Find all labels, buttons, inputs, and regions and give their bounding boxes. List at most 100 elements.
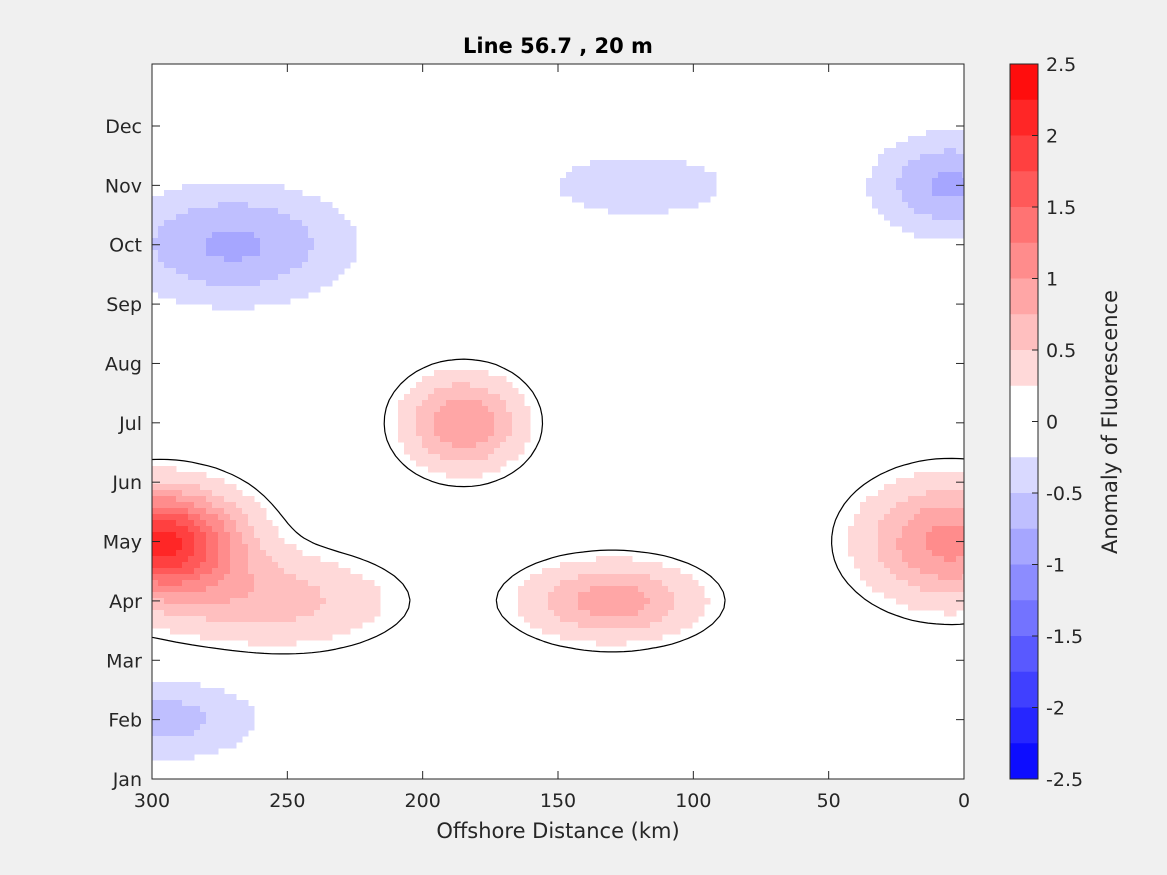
heatmap-cell: [194, 586, 201, 593]
heatmap-cell: [416, 430, 423, 437]
heatmap-cell: [848, 544, 855, 551]
heatmap-cell: [260, 574, 267, 581]
heatmap-cell: [188, 598, 195, 605]
heatmap-cell: [500, 430, 507, 437]
heatmap-cell: [518, 442, 525, 449]
heatmap-cell: [596, 556, 603, 563]
heatmap-cell: [950, 196, 957, 203]
heatmap-cell: [878, 184, 885, 191]
heatmap-cell: [176, 700, 183, 707]
heatmap-cell: [290, 202, 297, 209]
colorbar-ticks: 2.521.510.50-0.5-1-1.5-2-2.5: [1032, 54, 1083, 791]
heatmap-cell: [692, 580, 699, 587]
heatmap-cell: [230, 274, 237, 281]
heatmap-cell: [890, 154, 897, 161]
heatmap-cell: [920, 520, 927, 527]
heatmap-cell: [302, 610, 309, 617]
heatmap-cell: [860, 526, 867, 533]
heatmap-cell: [182, 514, 189, 521]
heatmap-cell: [182, 508, 189, 515]
heatmap-cell: [290, 244, 297, 251]
heatmap-cell: [710, 190, 717, 197]
heatmap-cell: [152, 718, 159, 725]
heatmap-cell: [692, 586, 699, 593]
heatmap-cell: [566, 616, 573, 623]
heatmap-cell: [914, 172, 921, 179]
heatmap-cell: [212, 250, 219, 257]
heatmap-cell: [446, 376, 453, 383]
heatmap-cell: [218, 478, 225, 485]
heatmap-cell: [908, 520, 915, 527]
heatmap-cell: [152, 526, 159, 533]
heatmap-cell: [644, 166, 651, 173]
heatmap-cell: [902, 214, 909, 221]
heatmap-cell: [296, 568, 303, 575]
heatmap-cell: [152, 514, 159, 521]
heatmap-cell: [944, 526, 951, 533]
heatmap-cell: [248, 544, 255, 551]
heatmap-cell: [428, 460, 435, 467]
heatmap-cell: [674, 160, 681, 167]
heatmap-cell: [374, 586, 381, 593]
heatmap-cell: [278, 286, 285, 293]
heatmap-cell: [908, 496, 915, 503]
heatmap-cell: [626, 166, 633, 173]
heatmap-cell: [944, 148, 951, 155]
heatmap-cell: [320, 562, 327, 569]
heatmap-cell: [194, 556, 201, 563]
heatmap-cell: [176, 730, 183, 737]
heatmap-cell: [218, 190, 225, 197]
heatmap-cell: [266, 592, 273, 599]
heatmap-cell: [686, 604, 693, 611]
heatmap-cell: [182, 544, 189, 551]
heatmap-cell: [284, 298, 291, 305]
heatmap-cell: [962, 196, 964, 203]
heatmap-cell: [440, 424, 447, 431]
heatmap-cell: [194, 298, 201, 305]
colorbar-tick-label: -1: [1046, 555, 1065, 577]
heatmap-cell: [560, 586, 567, 593]
heatmap-cell: [206, 604, 213, 611]
heatmap-cell: [158, 538, 165, 545]
heatmap-cell: [212, 292, 219, 299]
heatmap-cell: [200, 262, 207, 269]
heatmap-cell: [938, 196, 945, 203]
heatmap-cell: [926, 478, 933, 485]
heatmap-cell: [560, 562, 567, 569]
heatmap-cell: [242, 274, 249, 281]
heatmap-cell: [662, 208, 669, 215]
heatmap-cell: [212, 280, 219, 287]
heatmap-cell: [410, 430, 417, 437]
heatmap-cell: [284, 274, 291, 281]
heatmap-cell: [284, 622, 291, 629]
heatmap-cell: [266, 640, 273, 647]
heatmap-cell: [620, 616, 627, 623]
heatmap-cell: [290, 196, 297, 203]
heatmap-cell: [632, 604, 639, 611]
heatmap-cell: [212, 706, 219, 713]
heatmap-cell: [602, 598, 609, 605]
heatmap-cell: [578, 562, 585, 569]
heatmap-cell: [500, 382, 507, 389]
heatmap-cell: [176, 232, 183, 239]
heatmap-cell: [218, 226, 225, 233]
heatmap-cell: [632, 190, 639, 197]
heatmap-cell: [686, 196, 693, 203]
heatmap-cell: [182, 184, 189, 191]
heatmap-cell: [338, 574, 345, 581]
heatmap-cell: [950, 184, 957, 191]
heatmap-cell: [284, 616, 291, 623]
heatmap-cell: [398, 436, 405, 443]
heatmap-cell: [254, 544, 261, 551]
heatmap-cell: [230, 238, 237, 245]
heatmap-cell: [578, 190, 585, 197]
heatmap-cell: [872, 580, 879, 587]
heatmap-cell: [578, 178, 585, 185]
heatmap-cell: [224, 634, 231, 641]
heatmap-cell: [632, 196, 639, 203]
heatmap-cell: [644, 592, 651, 599]
heatmap-cell: [212, 592, 219, 599]
heatmap-cell: [152, 262, 159, 269]
heatmap-cell: [608, 586, 615, 593]
heatmap-cell: [152, 286, 159, 293]
